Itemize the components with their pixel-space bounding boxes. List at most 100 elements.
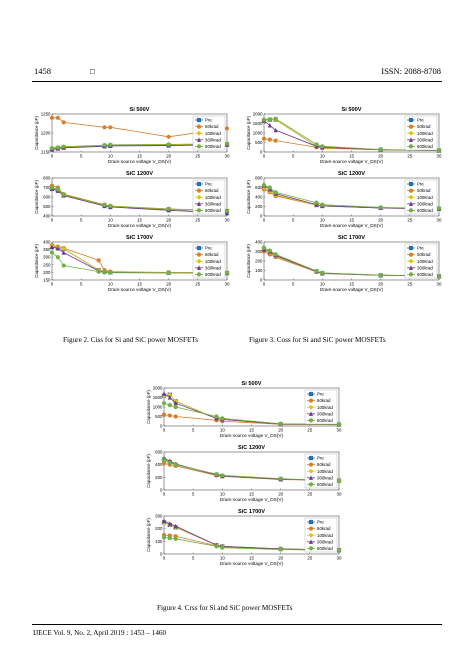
issn: ISSN: 2088-8708 <box>381 66 441 76</box>
legend-entry: 100krad <box>317 405 333 410</box>
x-tick-label: 10 <box>320 282 325 287</box>
legend-entry: 600krad <box>417 272 433 277</box>
legend-marker <box>196 201 202 206</box>
data-point-600krad <box>214 544 219 549</box>
legend-entry: 600krad <box>317 418 333 423</box>
x-tick-label: 20 <box>378 218 383 223</box>
chart-title: SiC 1200V <box>338 171 365 177</box>
legend-marker <box>196 137 202 142</box>
legend-entry: 300krad <box>205 265 221 270</box>
chart-6: Si 500V 0 5 10 15 20 25 30 0 500 1000 1500 2000 Drain… <box>146 381 342 438</box>
data-point-300krad <box>161 391 167 396</box>
data-point-50krad <box>273 138 278 143</box>
data-point-600krad <box>166 142 171 147</box>
data-point-600krad <box>436 273 442 279</box>
legend-entry: Pre <box>317 456 324 461</box>
y-axis-label: Capacitance (pF) <box>246 244 251 278</box>
legend-entry: 50krad <box>205 252 219 257</box>
data-point-600krad <box>320 202 325 207</box>
y-tick-label: 200 <box>255 259 263 264</box>
x-tick-label: 20 <box>378 154 383 159</box>
y-tick-label: 800 <box>255 176 263 181</box>
legend-entry: 300krad <box>205 137 221 142</box>
data-point-600krad <box>224 271 230 276</box>
x-tick-label: 5 <box>80 218 83 223</box>
page-number: 1458 <box>34 66 51 76</box>
y-tick-label: 2000 <box>253 112 263 117</box>
y-tick-label: 100 <box>255 268 263 273</box>
y-tick-label: 600 <box>255 185 263 190</box>
legend-marker <box>408 188 414 193</box>
legend-marker <box>408 137 414 142</box>
x-tick-label: 5 <box>80 154 83 159</box>
y-tick-label: 1500 <box>253 121 263 126</box>
data-point-600krad <box>320 270 325 275</box>
legend-marker <box>196 117 202 123</box>
data-point-50krad <box>55 115 60 120</box>
legend-entry: 100krad <box>417 131 433 136</box>
y-axis-label: Capacitance (pF) <box>34 116 39 150</box>
legend-entry: 50krad <box>417 252 431 257</box>
x-axis-label: Drain-source voltage V_DS(V) <box>320 223 383 228</box>
data-point-600krad <box>224 141 230 146</box>
legend-entry: 100krad <box>205 259 221 264</box>
data-point-50krad <box>96 258 101 263</box>
legend-marker <box>196 252 202 257</box>
y-tick-label: 500 <box>43 204 51 209</box>
y-tick-label: 300 <box>155 514 163 519</box>
chart-title: SiC 1200V <box>126 171 153 177</box>
data-point-600krad <box>314 142 319 147</box>
x-tick-label: 10 <box>220 492 225 497</box>
data-point-300krad <box>173 523 178 529</box>
header-box-glyph: □ <box>90 66 96 76</box>
data-point-600krad <box>261 117 267 122</box>
data-point-600krad <box>102 270 107 275</box>
figure-3-caption: Figure 3. Coss for Si and SiC power MOSF… <box>249 336 386 344</box>
chart-title: SiC 1700V <box>238 509 265 515</box>
legend-entry: 600krad <box>317 546 333 551</box>
y-tick-label: 400 <box>43 214 51 219</box>
data-point-50krad <box>267 137 272 142</box>
y-tick-label: 1000 <box>253 131 263 136</box>
data-point-600krad <box>336 548 342 553</box>
footer-rule <box>32 624 442 625</box>
legend-entry: 100krad <box>417 195 433 200</box>
legend-marker <box>196 144 202 149</box>
legend-entry: Pre <box>205 118 212 123</box>
x-tick-label: 30 <box>225 154 230 159</box>
data-point-600krad <box>49 250 55 255</box>
legend-marker <box>308 418 314 423</box>
chart-title: Si 500V <box>242 381 262 387</box>
data-point-600krad <box>378 272 383 278</box>
legend-marker <box>408 130 414 136</box>
data-point-600krad <box>161 401 167 406</box>
legend-entry: 100krad <box>317 533 333 538</box>
x-tick-label: 0 <box>163 428 166 433</box>
x-tick-label: 5 <box>192 492 195 497</box>
data-point-300krad <box>49 244 55 249</box>
y-tick-label: 100 <box>155 539 163 544</box>
legend-entry: 50krad <box>317 462 331 467</box>
x-tick-label: 30 <box>225 218 230 223</box>
legend-marker <box>308 468 314 474</box>
legend-marker <box>196 130 202 136</box>
y-tick-label: 1150 <box>41 150 51 155</box>
legend-marker <box>308 526 314 531</box>
legend-entry: 600krad <box>417 144 433 149</box>
y-tick-label: 250 <box>43 262 51 267</box>
y-tick-label: 1000 <box>153 405 163 410</box>
y-tick-label: 200 <box>155 526 163 531</box>
x-tick-label: 5 <box>292 154 295 159</box>
x-tick-label: 0 <box>163 556 166 561</box>
y-tick-label: 500 <box>255 140 263 145</box>
data-point-600krad <box>167 536 172 541</box>
chart-3: Si 500V 0 5 10 15 20 25 30 0 500 1000 1500 2000 Drain… <box>246 107 442 164</box>
x-tick-label: 10 <box>320 218 325 223</box>
y-axis-label: Capacitance (pF) <box>34 180 39 214</box>
data-point-600krad <box>220 473 225 478</box>
legend-marker <box>196 124 202 129</box>
x-tick-label: 15 <box>349 282 354 287</box>
legend-marker <box>308 475 314 480</box>
